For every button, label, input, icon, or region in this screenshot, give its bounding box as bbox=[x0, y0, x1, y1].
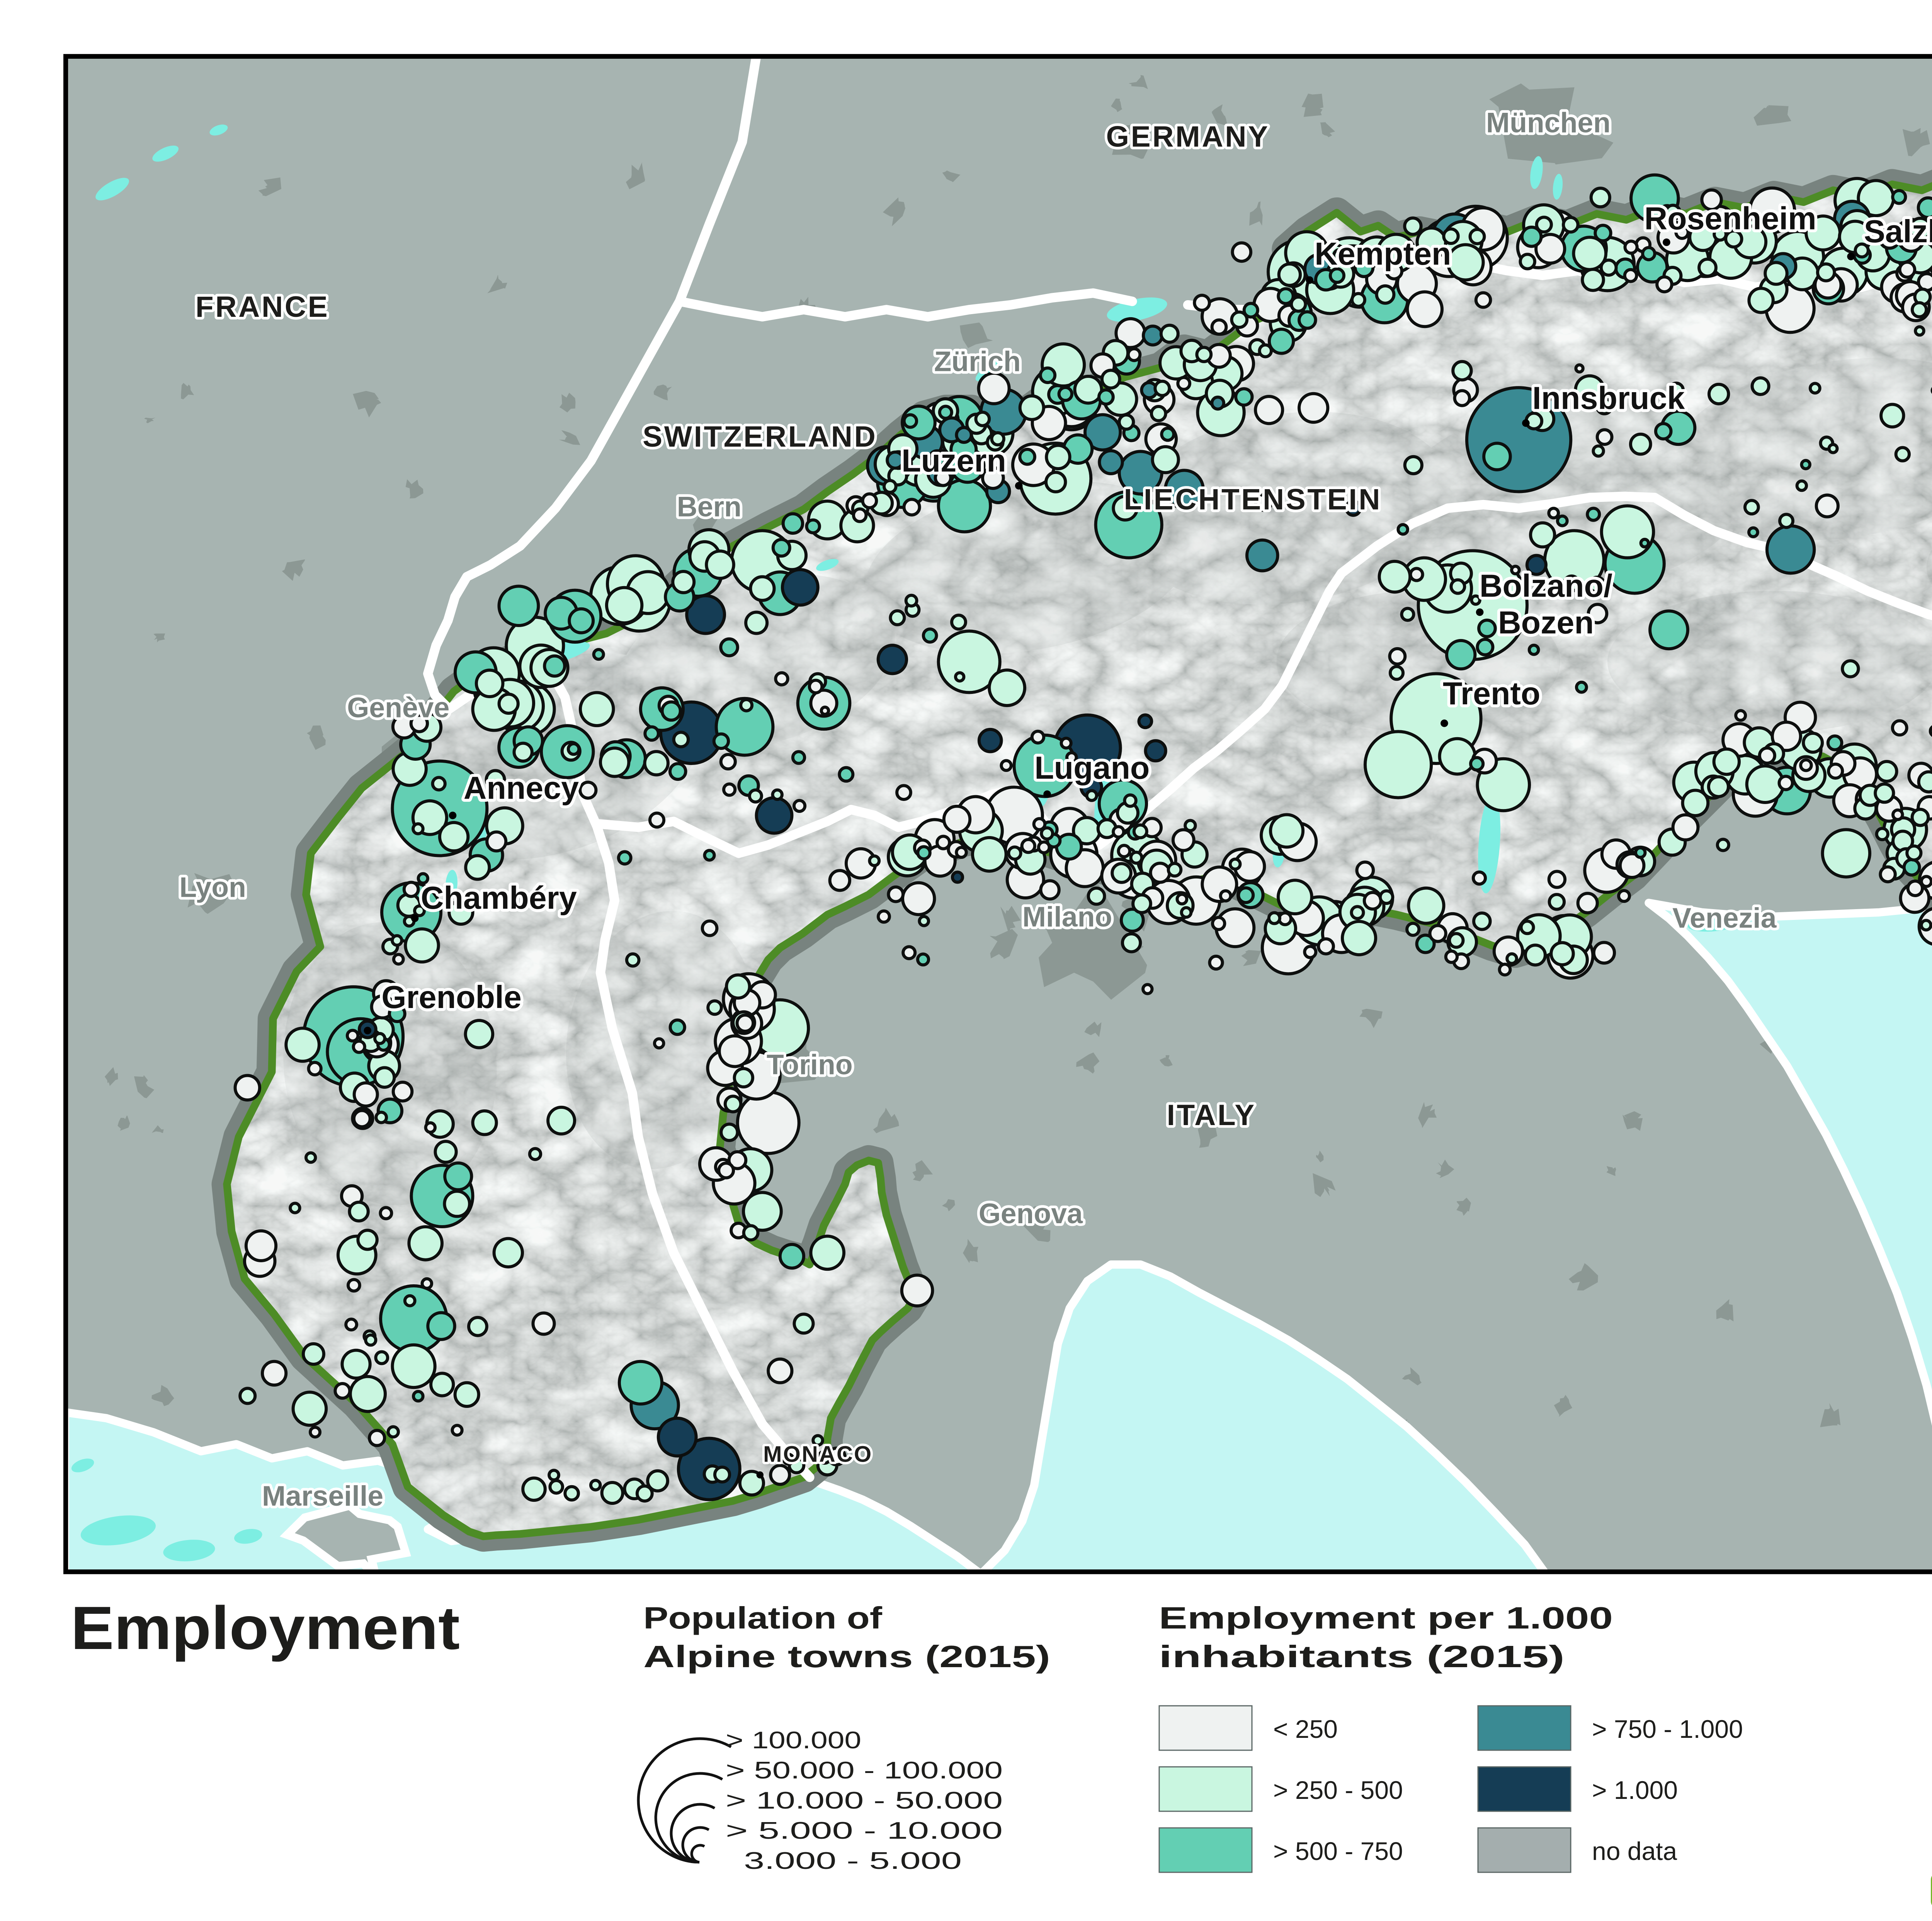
svg-text:Torino: Torino bbox=[767, 1049, 853, 1080]
svg-text:Alpine towns (2015): Alpine towns (2015) bbox=[643, 1639, 1050, 1674]
svg-text:> 1.000: > 1.000 bbox=[1592, 1776, 1678, 1804]
svg-text:LIECHTENSTEIN: LIECHTENSTEIN bbox=[1124, 483, 1382, 516]
svg-text:Luzern: Luzern bbox=[901, 443, 1006, 479]
svg-text:> 750 - 1.000: > 750 - 1.000 bbox=[1592, 1715, 1743, 1743]
svg-text:GERMANY: GERMANY bbox=[1106, 120, 1269, 153]
svg-text:3.000 - 5.000: 3.000 - 5.000 bbox=[744, 1848, 962, 1874]
svg-text:Milano: Milano bbox=[1022, 901, 1112, 933]
svg-text:Bozen: Bozen bbox=[1498, 605, 1594, 641]
svg-text:no data: no data bbox=[1592, 1837, 1677, 1865]
svg-text:München: München bbox=[1486, 107, 1611, 139]
svg-text:Marseille: Marseille bbox=[262, 1480, 383, 1512]
svg-text:> 50.000 - 100.000: > 50.000 - 100.000 bbox=[726, 1757, 1003, 1784]
svg-text:ITALY: ITALY bbox=[1167, 1099, 1256, 1132]
svg-text:Lyon: Lyon bbox=[179, 872, 246, 903]
svg-text:> 10.000 - 50.000: > 10.000 - 50.000 bbox=[726, 1787, 1003, 1814]
svg-text:Employment per 1.000: Employment per 1.000 bbox=[1159, 1601, 1613, 1635]
svg-text:Lugano: Lugano bbox=[1034, 750, 1150, 786]
svg-text:Population of: Population of bbox=[643, 1601, 882, 1635]
svg-text:< 250: < 250 bbox=[1273, 1715, 1338, 1743]
svg-text:Salzburg: Salzburg bbox=[1864, 213, 1932, 249]
svg-text:Chambéry: Chambéry bbox=[421, 880, 577, 916]
svg-text:> 100.000: > 100.000 bbox=[726, 1727, 861, 1754]
svg-text:Employment: Employment bbox=[71, 1594, 460, 1662]
svg-text:> 250 - 500: > 250 - 500 bbox=[1273, 1776, 1403, 1804]
svg-text:Zürich: Zürich bbox=[934, 346, 1020, 377]
svg-text:Kempten: Kempten bbox=[1315, 236, 1451, 272]
svg-text:SWITZERLAND: SWITZERLAND bbox=[643, 420, 877, 453]
svg-text:Genève: Genève bbox=[347, 692, 449, 724]
svg-text:Genova: Genova bbox=[979, 1198, 1083, 1229]
svg-text:> 500 - 750: > 500 - 750 bbox=[1273, 1837, 1403, 1865]
svg-text:inhabitants (2015): inhabitants (2015) bbox=[1159, 1639, 1565, 1674]
svg-text:Venezia: Venezia bbox=[1672, 902, 1777, 934]
svg-text:Bern: Bern bbox=[677, 491, 742, 523]
svg-text:> 5.000 - 10.000: > 5.000 - 10.000 bbox=[726, 1817, 1003, 1844]
svg-text:MONACO: MONACO bbox=[763, 1442, 872, 1467]
svg-text:Rosenheim: Rosenheim bbox=[1644, 200, 1816, 236]
svg-text:Trento: Trento bbox=[1443, 675, 1540, 711]
svg-text:Grenoble: Grenoble bbox=[381, 979, 522, 1015]
svg-text:Bolzano/: Bolzano/ bbox=[1480, 568, 1612, 604]
svg-text:Innsbruck: Innsbruck bbox=[1532, 380, 1685, 416]
svg-text:Annecy: Annecy bbox=[464, 770, 579, 806]
svg-text:FRANCE: FRANCE bbox=[196, 291, 329, 323]
